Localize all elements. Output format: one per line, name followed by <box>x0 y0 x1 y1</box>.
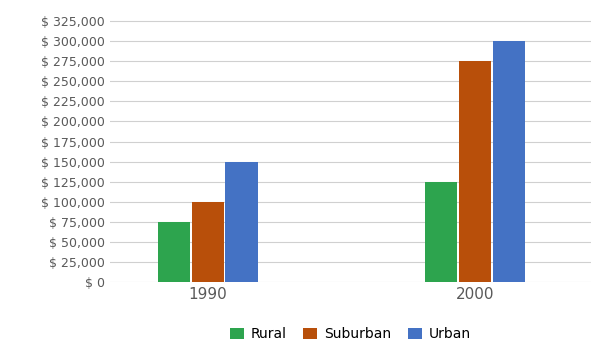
Bar <box>493 41 525 282</box>
Bar <box>225 162 258 282</box>
Bar <box>158 222 190 282</box>
Bar <box>459 61 491 282</box>
Legend: Rural, Suburban, Urban: Rural, Suburban, Urban <box>224 322 476 347</box>
Bar <box>192 202 224 282</box>
Bar <box>425 182 457 282</box>
